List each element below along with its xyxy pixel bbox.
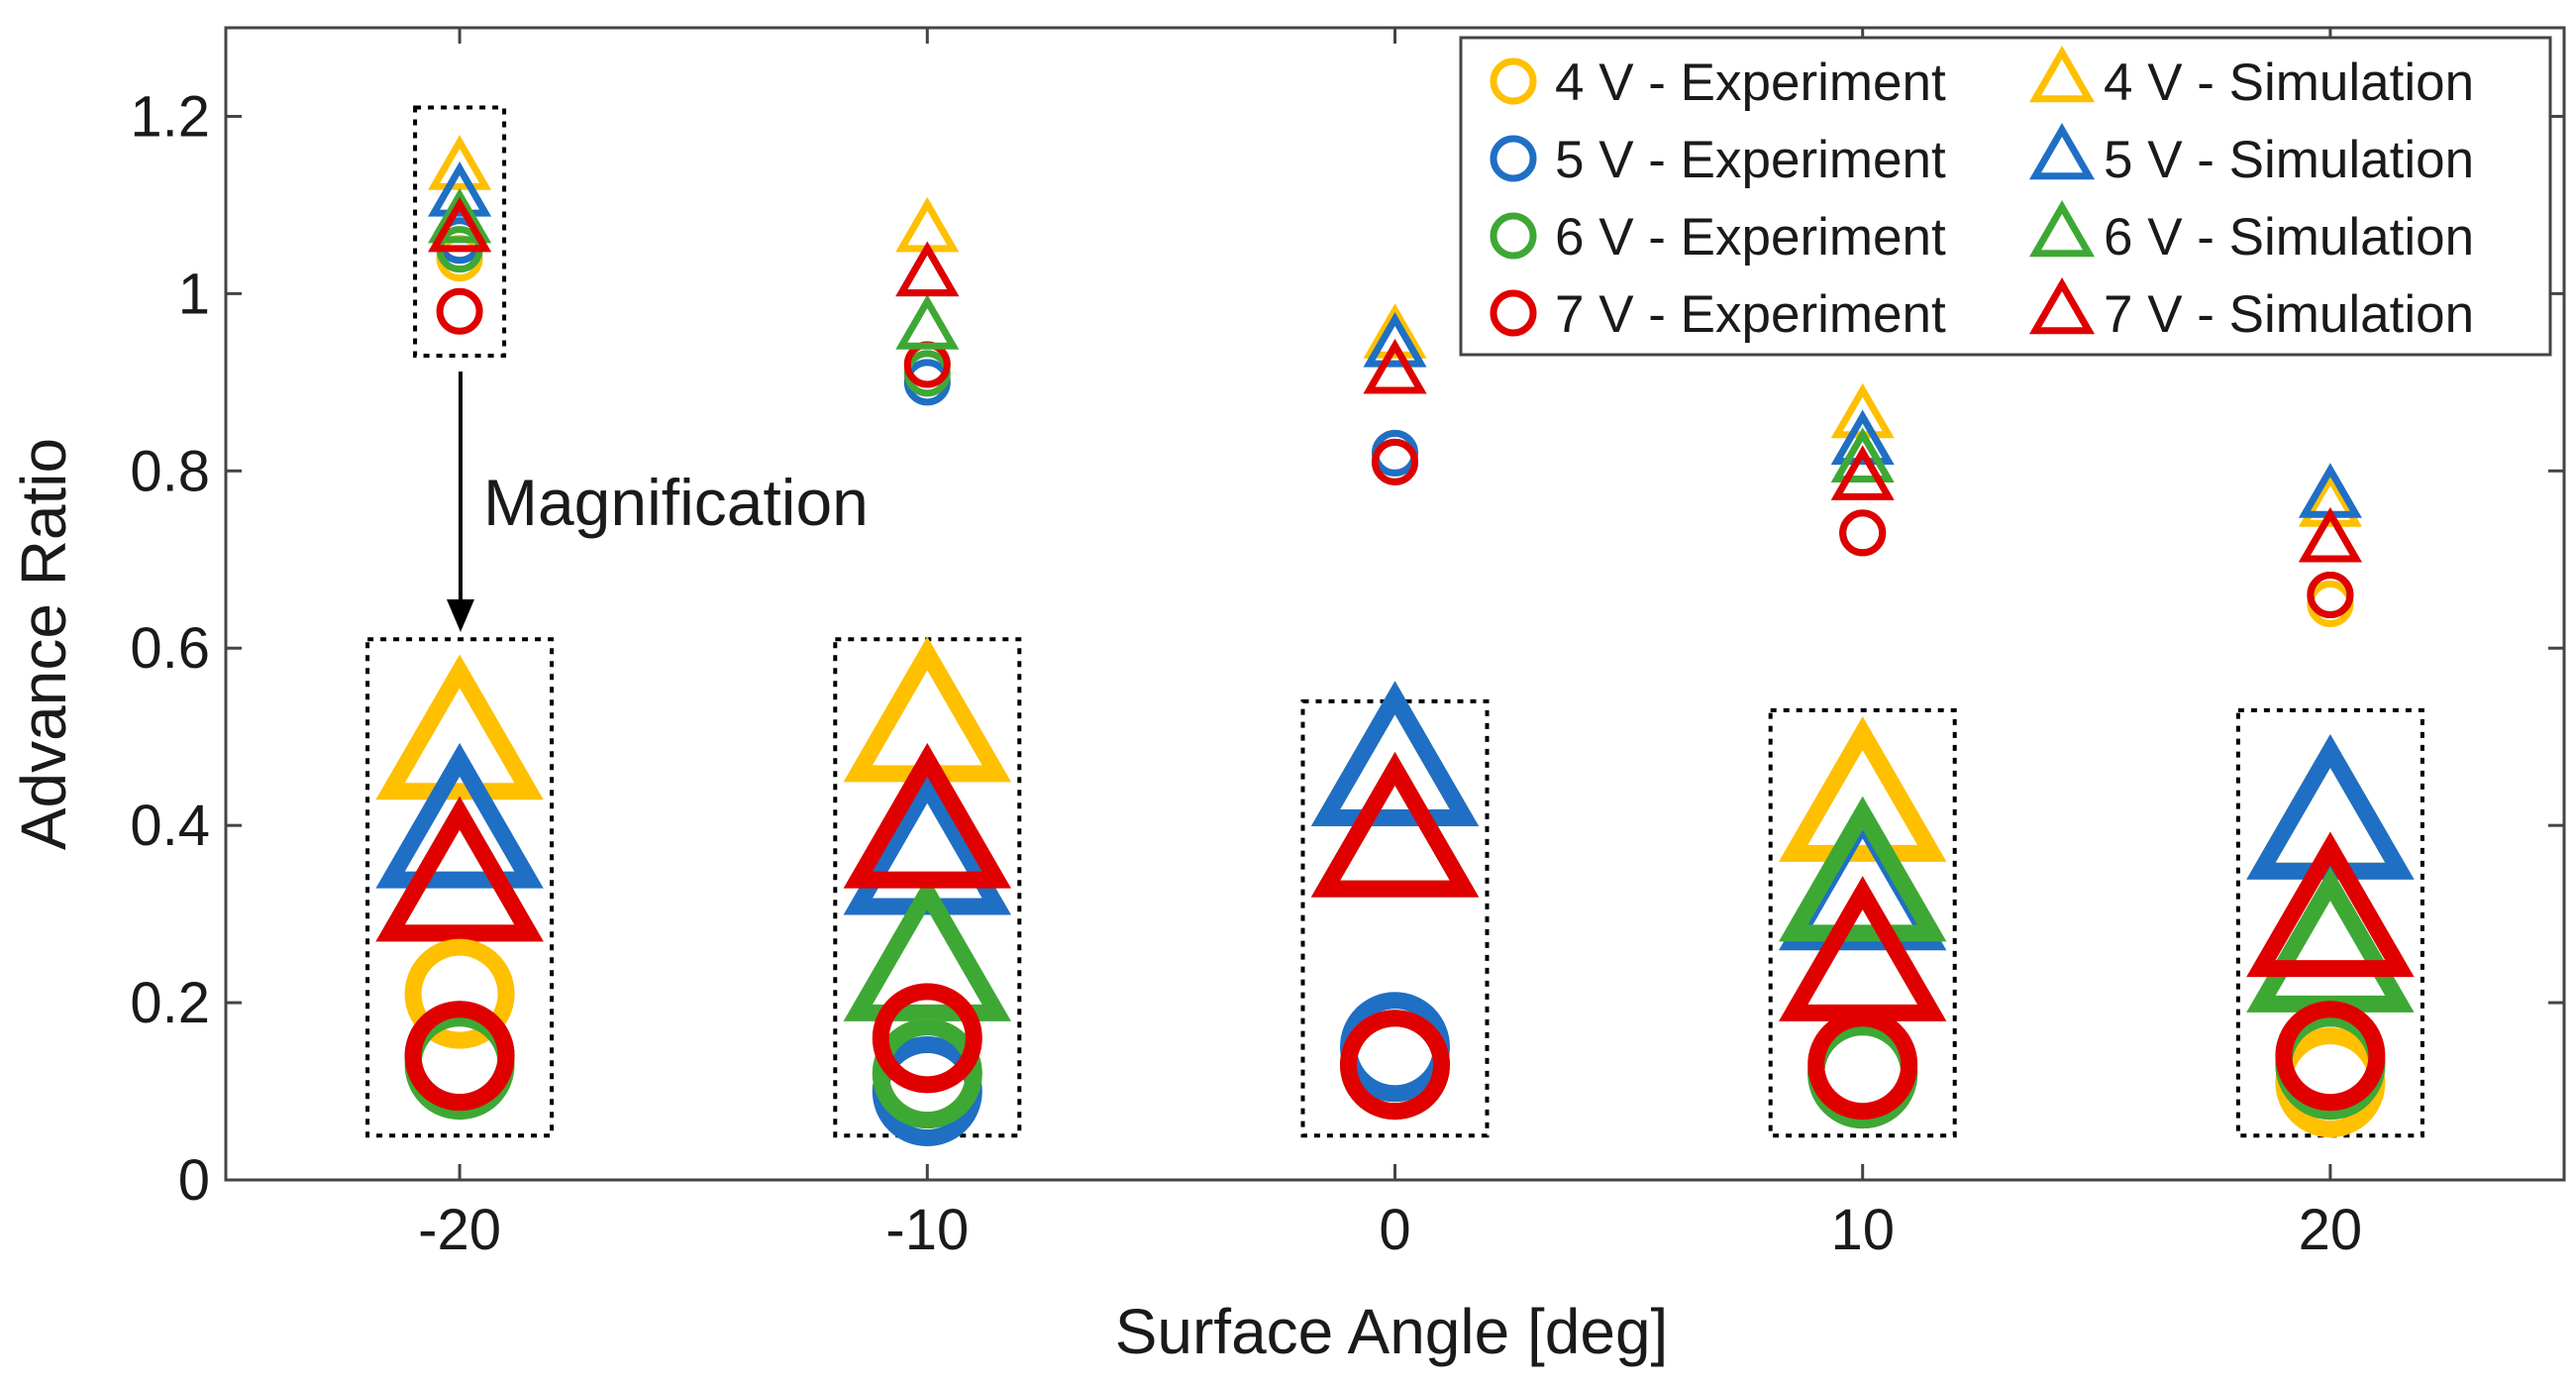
y-axis: 0 0.2 0.4 0.6 0.8 1 1.2 xyxy=(130,84,2564,1213)
y-tick-label: 0.4 xyxy=(130,794,210,858)
magnified-point-7-v-experiment xyxy=(404,1001,515,1112)
y-tick-label: 1.2 xyxy=(130,84,210,149)
legend-label-7-v---experiment: 7 V - Experiment xyxy=(1555,285,1946,344)
magnified-point-4-v-experiment xyxy=(404,938,515,1049)
legend-marker-4-v---experiment xyxy=(1490,57,1537,105)
y-tick-label: 0.6 xyxy=(130,616,210,681)
magnification-annotation: Magnification xyxy=(447,372,869,632)
magnified-point-7-v-simulation xyxy=(2246,831,2415,978)
point-7-v---experiment xyxy=(1839,509,1887,557)
magnification-box xyxy=(2235,707,2424,1138)
point-4-v---simulation xyxy=(1363,303,1427,359)
point-6-v---simulation xyxy=(1830,427,1895,482)
magnified-point-7-v-experiment xyxy=(872,983,982,1094)
x-tick-label: 0 xyxy=(1379,1198,1410,1262)
point-7-v---simulation xyxy=(428,196,492,253)
x-axis: -20 -10 0 10 20 xyxy=(418,28,2362,1262)
legend-label-7-v---simulation: 7 V - Simulation xyxy=(2104,285,2474,344)
point-5-v---simulation xyxy=(1363,312,1427,368)
x-tick-label: -20 xyxy=(418,1198,501,1262)
point-5-v---simulation xyxy=(428,161,492,217)
magnification-source-box xyxy=(413,105,507,359)
legend-marker-6-v---simulation xyxy=(2028,200,2096,258)
magnification-box xyxy=(1768,707,1957,1138)
legend-box xyxy=(1459,36,2552,357)
magnified-point-6-v-simulation xyxy=(1778,796,1947,942)
legend-label-5-v---experiment: 5 V - Experiment xyxy=(1555,131,1946,189)
point-7-v---simulation xyxy=(1830,445,1895,500)
legend-label-6-v---simulation: 6 V - Simulation xyxy=(2104,208,2474,267)
point-4-v---simulation xyxy=(2298,472,2362,527)
legend-marker-5-v---experiment xyxy=(1490,135,1537,182)
point-7-v---experiment xyxy=(436,287,483,335)
legend-label-4-v---simulation: 4 V - Simulation xyxy=(2104,53,2474,112)
legend-label-5-v---simulation: 5 V - Simulation xyxy=(2104,131,2474,189)
point-7-v---simulation xyxy=(895,241,960,297)
magnified-marks xyxy=(375,636,2415,1147)
point-6-v---simulation xyxy=(428,187,492,244)
legend-label-6-v---experiment: 6 V - Experiment xyxy=(1555,208,1946,267)
magnification-label: Magnification xyxy=(483,466,869,539)
point-7-v---experiment xyxy=(2307,572,2354,619)
legend-marker-6-v---experiment xyxy=(1490,212,1537,260)
magnified-point-6-v-experiment xyxy=(872,1018,982,1129)
magnified-point-7-v-simulation xyxy=(843,742,1012,889)
data-marks xyxy=(428,135,2362,627)
point-7-v---simulation xyxy=(2298,506,2362,563)
point-5-v---simulation xyxy=(1830,409,1895,466)
y-axis-label: Advance Ratio xyxy=(8,438,79,850)
magnified-point-6-v-simulation xyxy=(843,876,1012,1021)
x-tick-label: 10 xyxy=(1830,1198,1895,1262)
point-7-v---experiment xyxy=(1372,438,1418,485)
y-tick-label: 1 xyxy=(178,262,210,326)
legend: 4 V - Experiment 5 V - Experiment 6 V - Ex… xyxy=(1459,36,2552,357)
y-tick-label: 0.2 xyxy=(130,971,210,1035)
magnified-point-5-v-simulation xyxy=(1310,681,1480,827)
magnified-point-4-v-simulation xyxy=(375,654,544,801)
point-7-v---simulation xyxy=(1363,338,1427,394)
point-6-v---simulation xyxy=(895,294,960,350)
legend-marker-7-v---experiment xyxy=(1490,289,1537,337)
point-4-v---simulation xyxy=(428,135,492,190)
magnified-point-7-v-experiment xyxy=(2275,1001,2386,1112)
legend-label-4-v---experiment: 4 V - Experiment xyxy=(1555,53,1946,112)
legend-marker-7-v---simulation xyxy=(2028,277,2096,335)
x-tick-label: -10 xyxy=(885,1198,969,1262)
magnification-box xyxy=(365,637,555,1138)
magnified-point-7-v-simulation xyxy=(375,796,544,942)
legend-marker-5-v---simulation xyxy=(2028,123,2096,180)
y-tick-label: 0 xyxy=(178,1148,210,1213)
x-tick-label: 20 xyxy=(2299,1198,2363,1262)
legend-marker-4-v---simulation xyxy=(2028,46,2096,103)
magnified-point-4-v-simulation xyxy=(1778,716,1947,862)
magnified-point-7-v-experiment xyxy=(1807,1010,1918,1121)
magnified-point-5-v-simulation xyxy=(375,742,544,889)
magnification-arrow-head xyxy=(447,599,474,632)
magnified-point-7-v-experiment xyxy=(1340,1010,1450,1121)
x-axis-label: Surface Angle [deg] xyxy=(1115,1296,1669,1367)
magnified-point-7-v-simulation xyxy=(1310,751,1480,898)
y-tick-label: 0.8 xyxy=(130,439,210,503)
